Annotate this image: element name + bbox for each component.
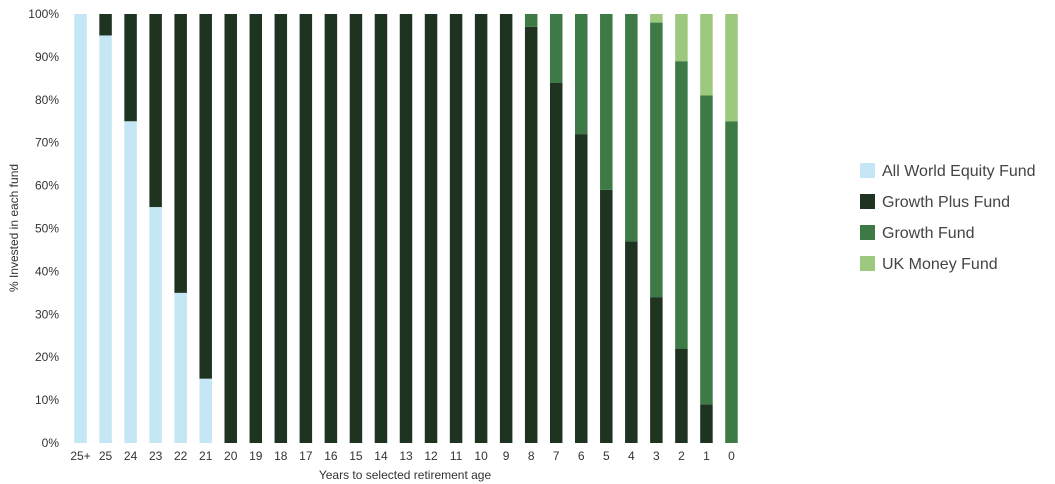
x-tick-label: 20 bbox=[224, 449, 238, 463]
bar-segment-6-1 bbox=[575, 134, 588, 443]
bar-segment-13-1 bbox=[399, 14, 413, 443]
bar-segment-20-1 bbox=[224, 14, 237, 443]
bar-segment-7-2 bbox=[549, 14, 563, 83]
bar-segment-9-1 bbox=[499, 14, 513, 443]
x-tick-label: 14 bbox=[374, 449, 388, 463]
bar-segment-23-0 bbox=[149, 207, 162, 443]
bar-segment-1-2 bbox=[700, 95, 713, 405]
x-tick-label: 6 bbox=[578, 449, 585, 463]
legend-label: All World Equity Fund bbox=[882, 163, 1036, 180]
x-tick-label: 4 bbox=[628, 449, 635, 463]
bar-segment-11-1 bbox=[449, 14, 463, 443]
bar-segment-25-0 bbox=[99, 35, 112, 443]
bar-segment-24-0 bbox=[124, 121, 137, 443]
bar-segment-3-1 bbox=[650, 297, 663, 443]
bar-segment-5-1 bbox=[600, 189, 613, 443]
bar-segment-2-2 bbox=[675, 61, 688, 349]
bar-segment-4-1 bbox=[625, 241, 638, 443]
legend-swatch bbox=[860, 225, 875, 240]
x-tick-label: 17 bbox=[299, 449, 313, 463]
bar-segment-17-1 bbox=[299, 14, 313, 443]
bar-segment-4-2 bbox=[625, 14, 638, 242]
bar-segment-24-1 bbox=[124, 14, 137, 122]
bar-segment-21-1 bbox=[199, 14, 212, 379]
x-tick-label: 21 bbox=[199, 449, 213, 463]
bar-segment-7-1 bbox=[549, 82, 563, 443]
x-tick-label: 11 bbox=[450, 449, 463, 463]
bar-segment-10-1 bbox=[474, 14, 488, 443]
bar-segment-22-0 bbox=[174, 292, 187, 443]
x-tick-label: 0 bbox=[728, 449, 735, 463]
y-tick-label: 20% bbox=[35, 350, 59, 364]
y-tick-label: 100% bbox=[28, 7, 59, 21]
y-tick-label: 90% bbox=[35, 50, 59, 64]
x-tick-label: 2 bbox=[678, 449, 685, 463]
y-tick-label: 50% bbox=[35, 222, 59, 236]
x-tick-label: 22 bbox=[174, 449, 188, 463]
bar-segment-3-2 bbox=[650, 22, 663, 298]
legend-label: Growth Plus Fund bbox=[882, 194, 1010, 211]
bar-segment-21-0 bbox=[199, 378, 212, 443]
x-tick-label: 12 bbox=[424, 449, 438, 463]
bar-segment-2-1 bbox=[675, 348, 688, 443]
y-tick-label: 10% bbox=[35, 393, 59, 407]
bar-segment-14-1 bbox=[374, 14, 388, 443]
bar-segment-0-2 bbox=[725, 121, 738, 443]
y-tick-label: 60% bbox=[35, 179, 59, 193]
bar-segment-2-3 bbox=[675, 14, 688, 62]
bar-segment-22-1 bbox=[174, 14, 187, 293]
bar-segment-12-1 bbox=[424, 14, 438, 443]
x-tick-label: 16 bbox=[324, 449, 338, 463]
x-tick-label: 24 bbox=[124, 449, 138, 463]
legend: All World Equity Fund Growth Plus Fund Gro… bbox=[860, 163, 1036, 273]
bar-segment-16-1 bbox=[324, 14, 338, 443]
x-tick-label: 1 bbox=[703, 449, 710, 463]
bar-segment-23-1 bbox=[149, 14, 162, 208]
bar-segment-19-1 bbox=[249, 14, 263, 443]
bar-segment-8-2 bbox=[524, 14, 538, 27]
legend-swatch bbox=[860, 163, 875, 178]
x-tick-label: 5 bbox=[603, 449, 610, 463]
bar-segment-5-2 bbox=[600, 14, 613, 190]
y-tick-label: 40% bbox=[35, 264, 59, 278]
bar-segment-1-1 bbox=[700, 404, 713, 443]
y-tick-label: 0% bbox=[42, 436, 60, 450]
bar-segment-18-1 bbox=[274, 14, 288, 443]
y-tick-label: 70% bbox=[35, 136, 59, 150]
x-tick-label: 3 bbox=[653, 449, 660, 463]
y-axis-title: % Invested in each fund bbox=[7, 164, 21, 292]
bar-segment-3-3 bbox=[650, 14, 663, 23]
plot-area bbox=[74, 14, 738, 444]
x-axis: 25+ 25 24 23 22 21 20 19 18 17 16 15 14 13 12 11 10 9 8 7 6 5… bbox=[70, 449, 735, 463]
x-tick-label: 15 bbox=[349, 449, 363, 463]
bar-segment-25+-0 bbox=[74, 14, 87, 443]
x-tick-label: 8 bbox=[528, 449, 535, 463]
legend-swatch bbox=[860, 194, 875, 209]
x-tick-label: 19 bbox=[249, 449, 263, 463]
x-tick-label: 25+ bbox=[70, 449, 90, 463]
x-tick-label: 18 bbox=[274, 449, 288, 463]
y-tick-label: 30% bbox=[35, 307, 59, 321]
bar-segment-1-3 bbox=[700, 14, 713, 96]
x-tick-label: 9 bbox=[503, 449, 510, 463]
legend-label: Growth Fund bbox=[882, 225, 974, 242]
y-tick-label: 80% bbox=[35, 93, 59, 107]
x-tick-label: 7 bbox=[553, 449, 560, 463]
bar-segment-6-2 bbox=[575, 14, 588, 135]
bar-segment-0-3 bbox=[725, 14, 738, 122]
bar-segment-25-1 bbox=[99, 14, 112, 36]
x-tick-label: 25 bbox=[99, 449, 113, 463]
y-axis: 0% 10% 20% 30% 40% 50% 60% 70% 80% 90% 100% bbox=[28, 7, 59, 450]
x-axis-title: Years to selected retirement age bbox=[319, 468, 492, 482]
x-tick-label: 23 bbox=[149, 449, 163, 463]
legend-label: UK Money Fund bbox=[882, 256, 998, 273]
x-tick-label: 10 bbox=[474, 449, 488, 463]
x-tick-label: 13 bbox=[399, 449, 413, 463]
bar-segment-15-1 bbox=[349, 14, 363, 443]
legend-swatch bbox=[860, 256, 875, 271]
bar-segment-8-1 bbox=[524, 26, 538, 444]
